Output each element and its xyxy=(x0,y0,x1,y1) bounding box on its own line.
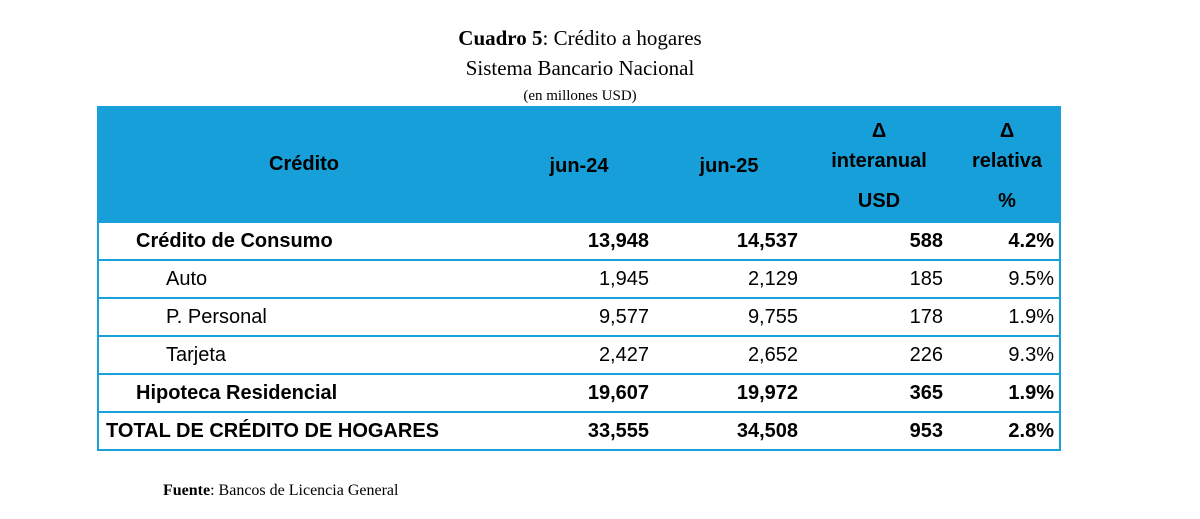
row-label: P. Personal xyxy=(166,306,267,328)
cell-jun25: 34,508 xyxy=(736,420,798,442)
source-note: Fuente: Bancos de Licencia General xyxy=(163,482,398,500)
header-jun24: jun-24 xyxy=(549,155,609,177)
row-label: Auto xyxy=(166,268,208,290)
title-number: Cuadro 5 xyxy=(458,26,543,50)
cell-jun24: 13,948 xyxy=(587,230,649,252)
table-row: Crédito de Consumo 13,948 14,537 588 4.2% xyxy=(99,221,1059,259)
cell-jun24: 33,555 xyxy=(587,420,649,442)
header-jun25: jun-25 xyxy=(699,155,759,177)
cell-jun25: 14,537 xyxy=(736,230,798,252)
row-label: TOTAL DE CRÉDITO DE HOGARES xyxy=(106,420,439,442)
cell-jun24: 9,577 xyxy=(598,306,649,328)
header-usd: USD xyxy=(857,190,901,212)
cell-delta-pct: 1.9% xyxy=(1008,382,1054,404)
cell-delta-pct: 9.3% xyxy=(1008,344,1054,366)
table-header: Crédito jun-24 jun-25 Δ interanual USD Δ… xyxy=(99,108,1059,221)
table-units: (en millones USD) xyxy=(523,88,637,104)
source-label: Fuente xyxy=(163,482,211,499)
table-row: P. Personal 9,577 9,755 178 1.9% xyxy=(99,297,1059,335)
cell-delta-usd: 178 xyxy=(909,306,943,328)
header-delta-symbol: Δ xyxy=(871,120,887,142)
cell-delta-pct: 2.8% xyxy=(1008,420,1054,442)
cell-jun25: 9,755 xyxy=(747,306,798,328)
title-text: : Crédito a hogares xyxy=(542,26,702,50)
row-label: Tarjeta xyxy=(166,344,227,366)
table-row: Tarjeta 2,427 2,652 226 9.3% xyxy=(99,335,1059,373)
credit-table: Crédito jun-24 jun-25 Δ interanual USD Δ… xyxy=(97,106,1061,451)
cell-delta-usd: 953 xyxy=(909,420,943,442)
cell-jun25: 19,972 xyxy=(736,382,798,404)
cell-delta-usd: 185 xyxy=(909,268,943,290)
table-title: Cuadro 5: Crédito a hogares xyxy=(0,26,1160,51)
header-relativa: relativa xyxy=(971,150,1043,172)
cell-jun25: 2,652 xyxy=(747,344,798,366)
header-percent: % xyxy=(998,190,1016,212)
cell-jun24: 2,427 xyxy=(598,344,649,366)
row-label: Hipoteca Residencial xyxy=(136,382,338,404)
cell-jun24: 1,945 xyxy=(598,268,649,290)
cell-delta-usd: 365 xyxy=(909,382,943,404)
table-row: TOTAL DE CRÉDITO DE HOGARES 33,555 34,508 9… xyxy=(99,411,1059,449)
cell-delta-pct: 4.2% xyxy=(1008,230,1054,252)
header-credito: Crédito xyxy=(269,153,339,175)
cell-delta-pct: 9.5% xyxy=(1008,268,1054,290)
cell-delta-usd: 226 xyxy=(909,344,943,366)
row-label: Crédito de Consumo xyxy=(136,230,333,252)
header-interanual: interanual xyxy=(831,150,927,172)
cell-jun25: 2,129 xyxy=(747,268,798,290)
table-row: Auto 1,945 2,129 185 9.5% xyxy=(99,259,1059,297)
header-delta-symbol: Δ xyxy=(999,120,1015,142)
table-row: Hipoteca Residencial 19,607 19,972 365 1.9% xyxy=(99,373,1059,411)
source-text: : Bancos de Licencia General xyxy=(210,482,399,499)
cell-delta-usd: 588 xyxy=(909,230,943,252)
cell-delta-pct: 1.9% xyxy=(1008,306,1054,328)
cell-jun24: 19,607 xyxy=(587,382,649,404)
table-subtitle: Sistema Bancario Nacional xyxy=(465,56,695,80)
